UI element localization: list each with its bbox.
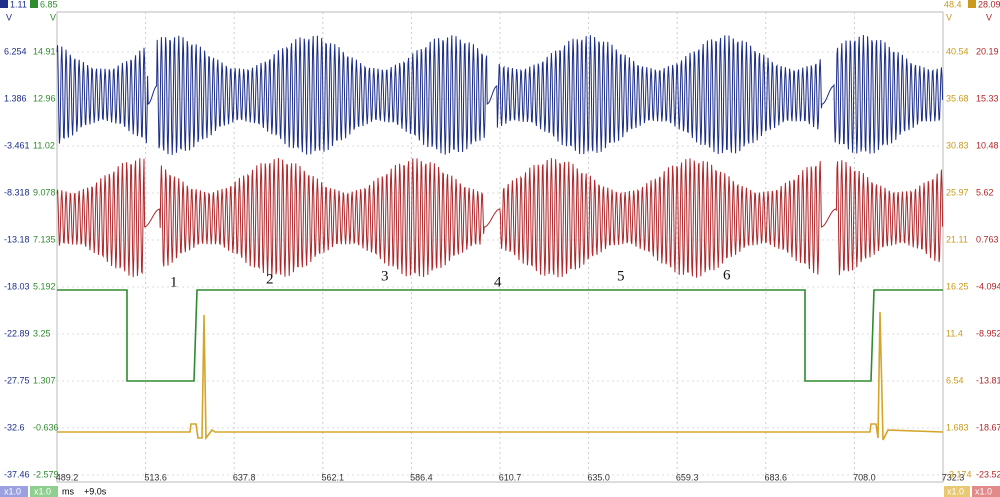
green-scale-label: 14.91 — [33, 46, 56, 56]
red-scale-label: 20.19 — [976, 46, 999, 56]
traces — [56, 34, 944, 441]
red-zoom-box[interactable] — [972, 486, 1000, 497]
x-tick-label: 732.3 — [942, 472, 965, 482]
orange-scale-label: 40.54 — [946, 46, 969, 56]
blue-header: 1.11 — [10, 0, 27, 9]
green-scale-label: 1.307 — [33, 375, 56, 385]
blue-scale-label: 1.386 — [4, 93, 27, 103]
green-zoom-box[interactable] — [30, 486, 58, 497]
orange-scale-label: 30.83 — [946, 140, 969, 150]
red-scale-label: -23.52 — [976, 469, 1000, 479]
green-scale-label: -0.636 — [33, 422, 59, 432]
orange-scale-label: -3.174 — [946, 469, 972, 479]
red-scale-label: 0.763 — [976, 234, 999, 244]
blue-trace — [56, 34, 944, 155]
green-scale-label: 3.25 — [33, 328, 51, 338]
green-zoom[interactable]: x1.0 — [34, 486, 51, 496]
x-tick-label: 610.7 — [499, 472, 522, 482]
green-scale-label: -2.579 — [33, 469, 59, 479]
event-marker: 1 — [170, 274, 178, 290]
orange-unit: V — [946, 12, 952, 22]
red-unit: V — [986, 12, 992, 22]
green-channel-icon — [30, 0, 38, 8]
red-scale-label: -18.67 — [976, 422, 1000, 432]
x-tick-label: 586.4 — [410, 472, 433, 482]
red-scale-label: -13.81 — [976, 375, 1000, 385]
event-marker: 4 — [494, 274, 502, 290]
blue-scale-label: -13.18 — [4, 234, 30, 244]
orange-header: 48.4 — [944, 0, 962, 9]
blue-unit: V — [6, 12, 12, 22]
blue-scale-label: 6.254 — [4, 46, 27, 56]
event-marker: 5 — [617, 268, 625, 284]
orange-scale-label: 1.683 — [946, 422, 969, 432]
x-tick-label: 562.1 — [322, 472, 345, 482]
orange-zoom-box[interactable] — [944, 486, 970, 497]
green-unit: V — [50, 12, 56, 22]
blue-scale-label: -3.461 — [4, 140, 30, 150]
green-scale-label: 12.96 — [33, 93, 56, 103]
red-scale-label: 15.33 — [976, 93, 999, 103]
x-tick-label: 635.0 — [587, 472, 610, 482]
blue-scale-label: -8.318 — [4, 187, 30, 197]
green-scale-label: 9.078 — [33, 187, 56, 197]
x-tick-label: 513.6 — [144, 472, 167, 482]
x-tick-label: 637.8 — [233, 472, 256, 482]
event-marker: 6 — [723, 267, 731, 283]
blue-scale-label: -22.89 — [4, 328, 30, 338]
orange-zoom[interactable]: x1.0 — [947, 486, 964, 496]
green-scale-label: 7.135 — [33, 234, 56, 244]
red-scale-label: 10.48 — [976, 140, 999, 150]
blue-scale-label: -37.46 — [4, 469, 30, 479]
blue-channel-icon — [0, 0, 8, 8]
time-unit: ms — [62, 486, 74, 496]
green-scale-label: 11.02 — [33, 140, 55, 150]
blue-zoom[interactable]: x1.0 — [4, 486, 21, 496]
green-trace — [57, 289, 943, 382]
orange-scale-label: 35.68 — [946, 93, 969, 103]
blue-scale-label: -18.03 — [4, 281, 30, 291]
orange-scale-label: 11.4 — [946, 328, 963, 338]
time-offset: +9.0s — [84, 486, 107, 496]
orange-channel-icon — [968, 0, 976, 8]
orange-scale-label: 16.25 — [946, 281, 969, 291]
blue-scale-label: -32.6 — [4, 422, 25, 432]
orange-scale-label: 6.54 — [946, 375, 964, 385]
red-scale-label: -4.094 — [976, 281, 1000, 291]
x-tick-label: 708.0 — [853, 472, 876, 482]
green-scale-label: 5.192 — [33, 281, 56, 291]
event-marker: 3 — [381, 268, 389, 284]
red-scale-label: -8.952 — [976, 328, 1000, 338]
red-scale-label: 5.62 — [976, 187, 994, 197]
orange-trace — [57, 311, 944, 441]
red-zoom[interactable]: x1.0 — [975, 486, 992, 496]
x-tick-label: 489.2 — [56, 472, 79, 482]
event-marker: 2 — [266, 271, 274, 287]
red-trace — [56, 157, 944, 278]
red-header: 28.09 — [978, 0, 1000, 9]
blue-zoom-box[interactable] — [0, 486, 28, 497]
orange-scale-label: 25.97 — [946, 187, 969, 197]
x-tick-label: 659.3 — [676, 472, 699, 482]
x-tick-label: 683.6 — [765, 472, 788, 482]
orange-scale-label: 21.11 — [946, 234, 968, 244]
blue-scale-label: -27.75 — [4, 375, 30, 385]
green-header: 6.85 — [40, 0, 58, 9]
